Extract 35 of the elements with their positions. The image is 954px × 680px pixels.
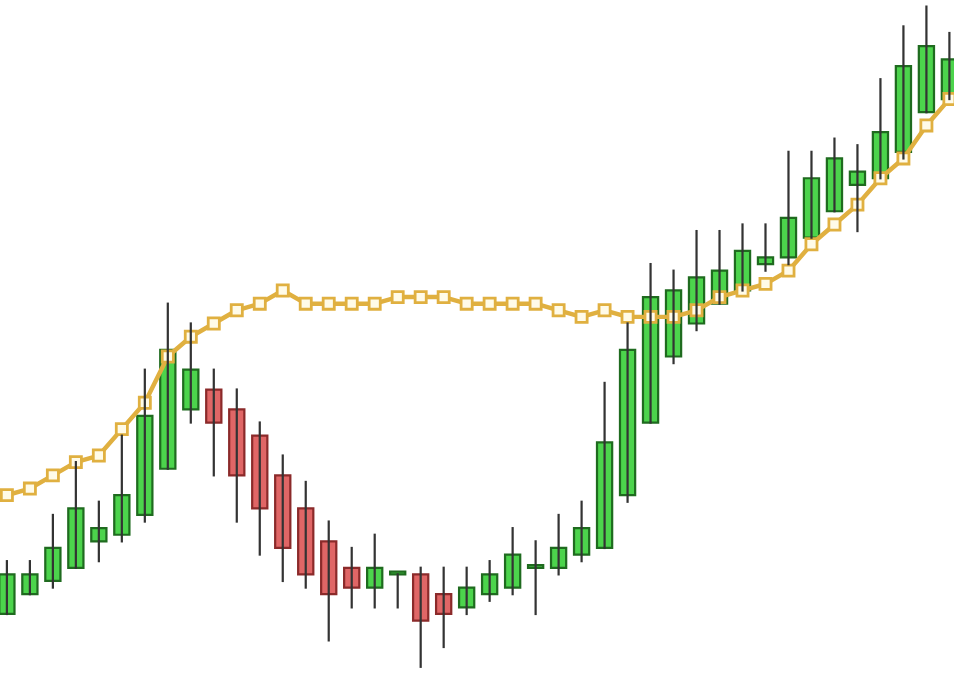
point [91, 448, 106, 463]
point [505, 296, 520, 311]
point [390, 290, 405, 305]
point [758, 276, 773, 291]
candlestick [90, 500, 108, 563]
point [482, 296, 497, 311]
point [827, 217, 842, 232]
point [229, 303, 244, 318]
point [206, 316, 221, 331]
candlestick [0, 560, 16, 616]
point [597, 303, 612, 318]
point [919, 118, 934, 133]
point [68, 455, 83, 470]
candlestick [526, 540, 545, 616]
point [45, 468, 60, 483]
point [367, 296, 382, 311]
point [413, 290, 428, 305]
point [781, 263, 796, 278]
point [551, 303, 566, 318]
point [804, 237, 819, 252]
point [459, 296, 474, 311]
point [321, 296, 336, 311]
point [574, 309, 589, 324]
point [275, 283, 290, 298]
point [436, 290, 451, 305]
point [252, 296, 267, 311]
point [298, 296, 313, 311]
point [620, 309, 635, 324]
candlestick [21, 560, 39, 596]
point [114, 422, 129, 437]
point [22, 481, 37, 496]
point [344, 296, 359, 311]
candlestick [44, 513, 62, 589]
point [0, 488, 14, 503]
point [528, 296, 543, 311]
